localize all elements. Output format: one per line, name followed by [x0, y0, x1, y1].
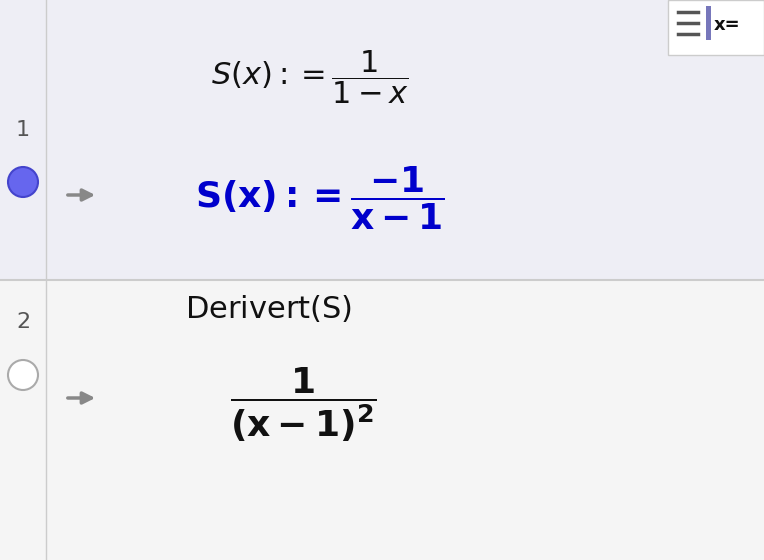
Text: $\mathrm{Derivert(S)}$: $\mathrm{Derivert(S)}$: [185, 292, 352, 324]
Bar: [0, 0, 764, 280]
Text: 1: 1: [16, 120, 30, 140]
Circle shape: [8, 360, 38, 390]
Bar: [0, 280, 764, 560]
Text: x=: x=: [714, 16, 740, 34]
Text: $\mathbf{\dfrac{1}{(x - 1)^{2}}}$: $\mathbf{\dfrac{1}{(x - 1)^{2}}}$: [230, 366, 377, 444]
Text: $S(x) := \dfrac{1}{1 - x}$: $S(x) := \dfrac{1}{1 - x}$: [211, 48, 409, 106]
Bar: [668, 0, 764, 55]
Text: $\mathbf{S(x) := \dfrac{-1}{x - 1}}$: $\mathbf{S(x) := \dfrac{-1}{x - 1}}$: [195, 164, 445, 232]
Circle shape: [8, 167, 38, 197]
Text: 2: 2: [16, 312, 30, 332]
Bar: [706, 6, 711, 40]
